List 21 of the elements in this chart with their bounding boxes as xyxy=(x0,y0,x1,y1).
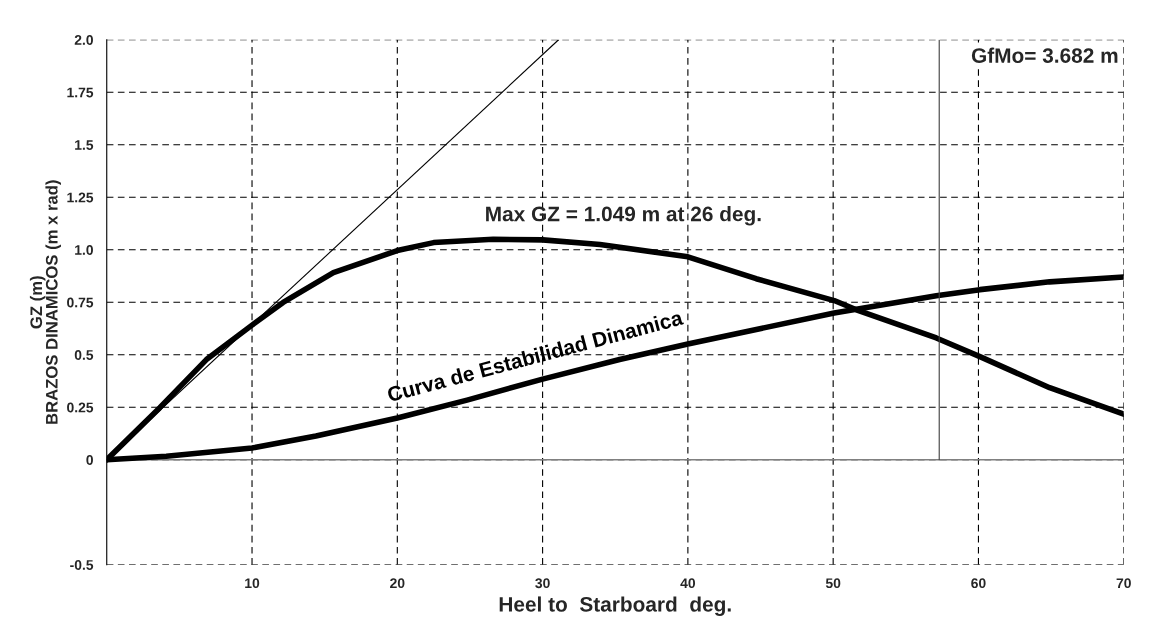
x-tick-label: 30 xyxy=(535,578,550,589)
y-axis-title: GZ (m) BRAZOS DINAMICOS (m x rad) xyxy=(29,180,61,424)
y-tick-label: 0 xyxy=(86,455,93,465)
x-tick-label: 60 xyxy=(971,578,986,589)
x-tick-label: 20 xyxy=(390,578,405,589)
y-tick-label: 1.5 xyxy=(75,140,94,150)
x-tick-label: 40 xyxy=(680,578,696,589)
y-tick-label: 2.0 xyxy=(74,35,93,45)
annotation: GfMo= 3.682 m xyxy=(971,47,1118,63)
y-tick-label: 0.25 xyxy=(67,402,94,413)
y-tick-label: 0.5 xyxy=(74,350,94,360)
x-tick-label: 70 xyxy=(1116,578,1131,589)
y-tick-label: -0.5 xyxy=(70,560,94,570)
y-tick-label: 1.0 xyxy=(75,245,93,255)
y-tick-label: 0.75 xyxy=(67,297,94,308)
x-axis-title: Heel to Starboard deg. xyxy=(499,596,731,616)
y-tick-label: 1.75 xyxy=(67,87,94,98)
annotation: Max GZ = 1.049 m at 26 deg. xyxy=(486,206,761,226)
x-tick-label: 50 xyxy=(825,578,841,589)
y-tick-label: 1.25 xyxy=(67,192,94,203)
x-tick-label: 10 xyxy=(245,578,260,589)
